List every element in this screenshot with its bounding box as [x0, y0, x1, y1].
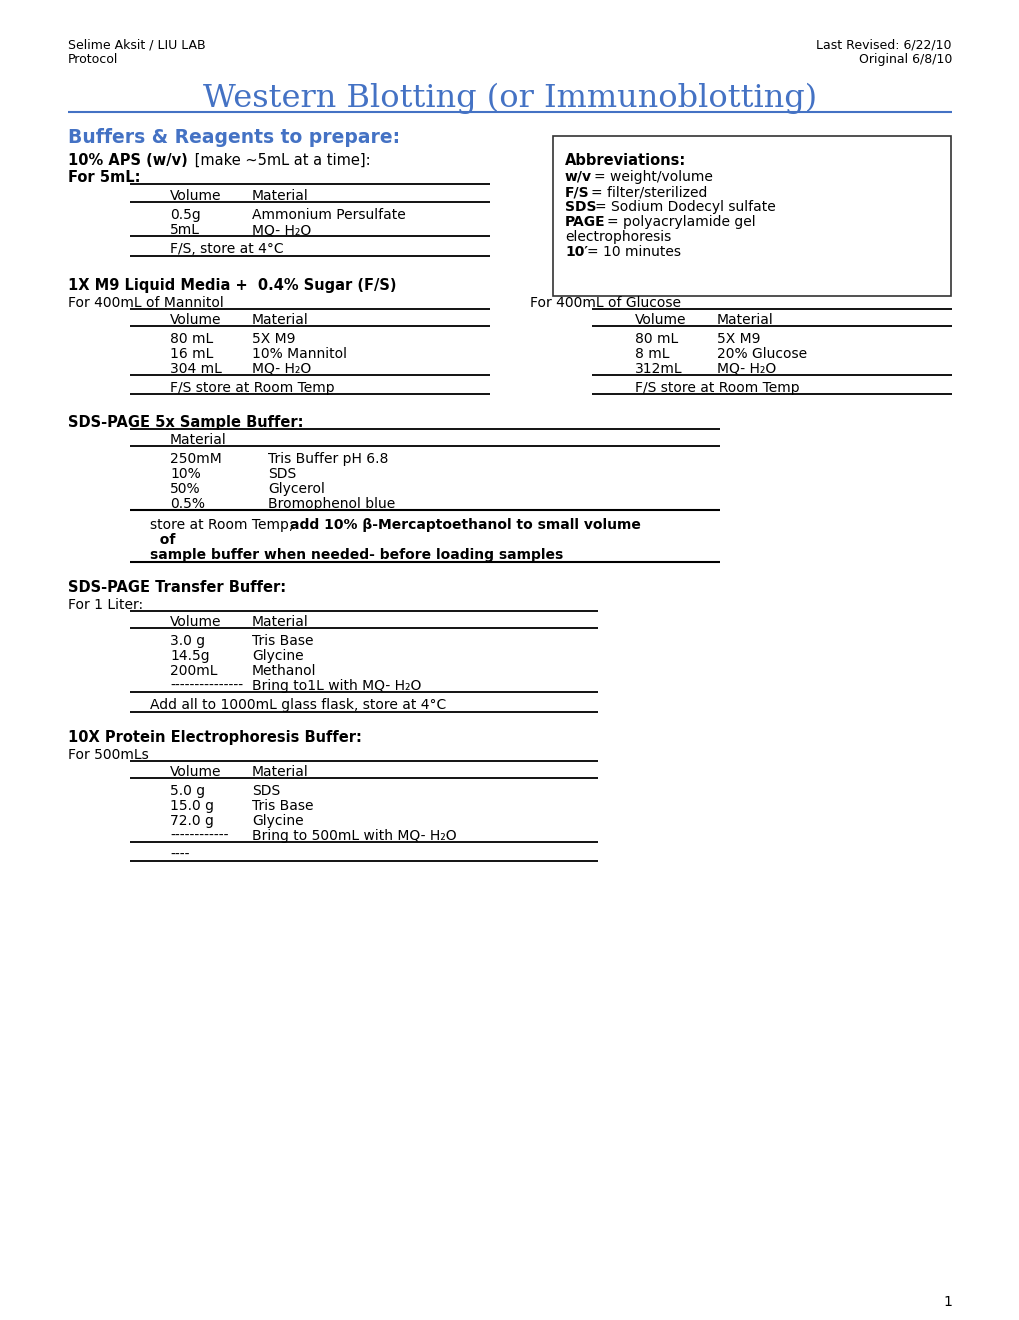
Text: MQ- H₂O: MQ- H₂O	[252, 362, 311, 376]
Text: Tris Buffer pH 6.8: Tris Buffer pH 6.8	[268, 451, 388, 466]
FancyBboxPatch shape	[552, 136, 950, 296]
Text: 250mM: 250mM	[170, 451, 221, 466]
Text: 5.0 g: 5.0 g	[170, 784, 205, 799]
Text: SDS: SDS	[268, 467, 296, 480]
Text: Last Revised: 6/22/10: Last Revised: 6/22/10	[815, 38, 951, 51]
Text: 80 mL: 80 mL	[170, 333, 213, 346]
Text: F/S store at Room Temp: F/S store at Room Temp	[635, 381, 799, 395]
Text: Ammonium Persulfate: Ammonium Persulfate	[252, 209, 406, 222]
Text: 10′: 10′	[565, 246, 587, 259]
Text: Glycerol: Glycerol	[268, 482, 325, 496]
Text: electrophoresis: electrophoresis	[565, 230, 671, 244]
Text: 20% Glucose: 20% Glucose	[716, 347, 806, 360]
Text: Tris Base: Tris Base	[252, 799, 313, 813]
Text: of: of	[150, 533, 175, 546]
Text: Original 6/8/10: Original 6/8/10	[858, 53, 951, 66]
Text: = 10 minutes: = 10 minutes	[586, 246, 681, 259]
Text: = weight/volume: = weight/volume	[593, 170, 712, 183]
Text: = polyacrylamide gel: = polyacrylamide gel	[606, 215, 755, 228]
Text: Material: Material	[252, 766, 309, 779]
Text: 304 mL: 304 mL	[170, 362, 222, 376]
Text: ----: ----	[170, 847, 190, 862]
Text: F/S, store at 4°C: F/S, store at 4°C	[170, 242, 283, 256]
Text: 200mL: 200mL	[170, 664, 217, 678]
Text: Tris Base: Tris Base	[252, 634, 313, 648]
Text: 10%: 10%	[170, 467, 201, 480]
Text: MQ- H₂O: MQ- H₂O	[716, 362, 775, 376]
Text: 5X M9: 5X M9	[252, 333, 296, 346]
Text: 312mL: 312mL	[635, 362, 682, 376]
Text: Selime Aksit / LIU LAB: Selime Aksit / LIU LAB	[68, 38, 206, 51]
Text: 14.5g: 14.5g	[170, 649, 210, 663]
Text: Bring to1L with MQ- H₂O: Bring to1L with MQ- H₂O	[252, 678, 421, 693]
Text: 5X M9: 5X M9	[716, 333, 760, 346]
Text: Methanol: Methanol	[252, 664, 316, 678]
Text: For 400mL of Mannitol: For 400mL of Mannitol	[68, 296, 223, 310]
Text: 1X M9 Liquid Media +  0.4% Sugar (F/S): 1X M9 Liquid Media + 0.4% Sugar (F/S)	[68, 279, 396, 293]
Text: SDS-PAGE 5x Sample Buffer:: SDS-PAGE 5x Sample Buffer:	[68, 414, 304, 430]
Text: 0.5g: 0.5g	[170, 209, 201, 222]
Text: Volume: Volume	[635, 313, 686, 327]
Text: F/S store at Room Temp: F/S store at Room Temp	[170, 381, 334, 395]
Text: For 5mL:: For 5mL:	[68, 170, 141, 185]
Text: Material: Material	[252, 615, 309, 630]
Text: PAGE: PAGE	[565, 215, 605, 228]
Text: add 10% β-Mercaptoethanol to small volume: add 10% β-Mercaptoethanol to small volum…	[289, 517, 640, 532]
Text: w/v: w/v	[565, 170, 591, 183]
Text: 1: 1	[943, 1295, 951, 1309]
Text: 50%: 50%	[170, 482, 201, 496]
Text: Glycine: Glycine	[252, 649, 304, 663]
Text: Volume: Volume	[170, 313, 221, 327]
Text: F/S: F/S	[565, 185, 589, 199]
Text: 8 mL: 8 mL	[635, 347, 668, 360]
Text: Volume: Volume	[170, 766, 221, 779]
Text: [make ~5mL at a time]:: [make ~5mL at a time]:	[190, 153, 370, 168]
Text: 3.0 g: 3.0 g	[170, 634, 205, 648]
Text: ---------------: ---------------	[170, 678, 243, 693]
Text: store at Room Temp;: store at Room Temp;	[150, 517, 298, 532]
Text: Bromophenol blue: Bromophenol blue	[268, 498, 395, 511]
Text: 16 mL: 16 mL	[170, 347, 213, 360]
Text: 0.5%: 0.5%	[170, 498, 205, 511]
Text: Protocol: Protocol	[68, 53, 118, 66]
Text: SDS: SDS	[252, 784, 280, 799]
Text: Buffers & Reagents to prepare:: Buffers & Reagents to prepare:	[68, 128, 399, 147]
Text: Volume: Volume	[170, 615, 221, 630]
Text: 80 mL: 80 mL	[635, 333, 678, 346]
Text: Glycine: Glycine	[252, 814, 304, 828]
Text: For 400mL of Glucose: For 400mL of Glucose	[530, 296, 681, 310]
Text: = Sodium Dodecyl sulfate: = Sodium Dodecyl sulfate	[594, 201, 775, 214]
Text: ------------: ------------	[170, 829, 228, 843]
Text: = filter/sterilized: = filter/sterilized	[590, 185, 707, 199]
Text: 10X Protein Electrophoresis Buffer:: 10X Protein Electrophoresis Buffer:	[68, 730, 362, 744]
Text: 10% APS (w/v): 10% APS (w/v)	[68, 153, 187, 168]
Text: 15.0 g: 15.0 g	[170, 799, 214, 813]
Text: MQ- H₂O: MQ- H₂O	[252, 223, 311, 238]
Text: For 1 Liter:: For 1 Liter:	[68, 598, 143, 612]
Text: SDS: SDS	[565, 201, 596, 214]
Text: 5mL: 5mL	[170, 223, 200, 238]
Text: Material: Material	[716, 313, 773, 327]
Text: Volume: Volume	[170, 189, 221, 203]
Text: Western Blotting (or Immunoblotting): Western Blotting (or Immunoblotting)	[203, 83, 816, 115]
Text: Add all to 1000mL glass flask, store at 4°C: Add all to 1000mL glass flask, store at …	[150, 698, 446, 711]
Text: SDS-PAGE Transfer Buffer:: SDS-PAGE Transfer Buffer:	[68, 579, 286, 595]
Text: sample buffer when needed- before loading samples: sample buffer when needed- before loadin…	[150, 548, 562, 562]
Text: For 500mLs: For 500mLs	[68, 748, 149, 762]
Text: 72.0 g: 72.0 g	[170, 814, 214, 828]
Text: Material: Material	[170, 433, 226, 447]
Text: Bring to 500mL with MQ- H₂O: Bring to 500mL with MQ- H₂O	[252, 829, 457, 843]
Text: Abbreviations:: Abbreviations:	[565, 153, 686, 168]
Text: 10% Mannitol: 10% Mannitol	[252, 347, 346, 360]
Text: Material: Material	[252, 189, 309, 203]
Text: Material: Material	[252, 313, 309, 327]
